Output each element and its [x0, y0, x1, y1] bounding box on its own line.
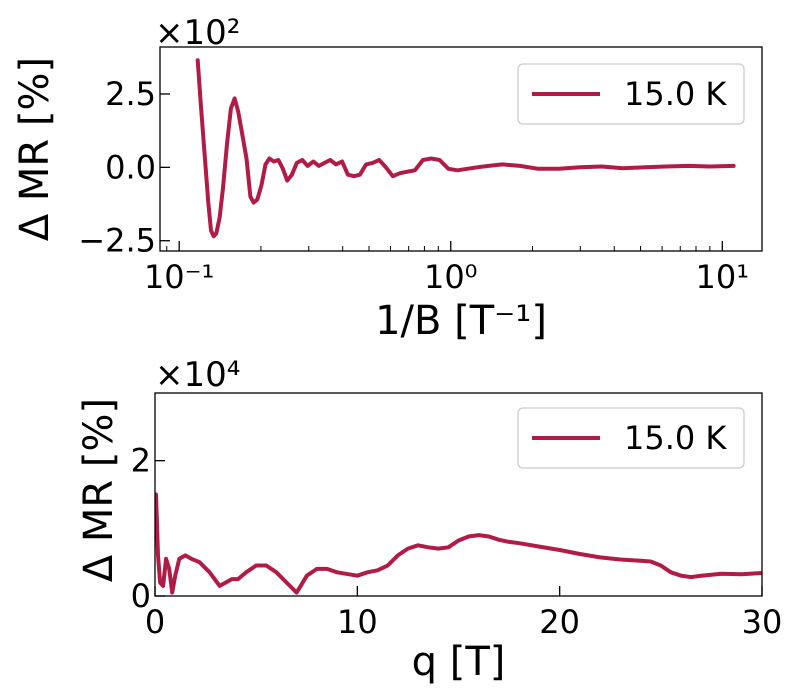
chart-panel-1: 10⁻¹ 10⁰ 10¹ 2.5 0.0 −2.5 ×10² 1/B [T⁻¹] Δ MR [%…: [12, 13, 763, 344]
axes-frame: [154, 392, 763, 597]
legend: 15.0 K: [517, 63, 745, 125]
legend-box: [517, 407, 745, 469]
y-tick-label-3: −2.5: [78, 222, 156, 260]
y-tick-label-1: 2.5: [105, 75, 156, 113]
x-tick-label-1: 10⁻¹: [144, 258, 214, 296]
series-line-1: [195, 58, 736, 239]
x-tick-label-3: 20: [539, 603, 580, 641]
y-axis-label: Δ MR [%]: [76, 398, 122, 582]
y-tick-label-1: 2: [131, 442, 151, 480]
y-axis-multiplier: ×10⁴: [155, 355, 240, 395]
x-tick-label-4: 30: [742, 603, 783, 641]
legend-label-1: 15.0 K: [624, 419, 727, 457]
legend: 15.0 K: [517, 407, 745, 469]
x-tick-label-2: 10⁰: [424, 258, 478, 296]
legend-box: [517, 63, 745, 125]
y-tick-label-2: 0: [131, 577, 151, 615]
series-line-1: [155, 492, 762, 595]
x-tick-label-3: 10¹: [696, 258, 750, 296]
x-axis-label: q [T]: [412, 639, 506, 685]
y-tick-label-2: 0.0: [105, 148, 156, 186]
y-axis-label: Δ MR [%]: [12, 57, 58, 241]
x-axis-label: 1/B [T⁻¹]: [375, 298, 547, 344]
x-tick-label-2: 10: [337, 603, 378, 641]
x-tick-label-1: 0: [145, 603, 165, 641]
axes-frame: [159, 46, 763, 252]
y-axis-multiplier: ×10²: [155, 13, 240, 53]
legend-label-1: 15.0 K: [624, 75, 727, 113]
